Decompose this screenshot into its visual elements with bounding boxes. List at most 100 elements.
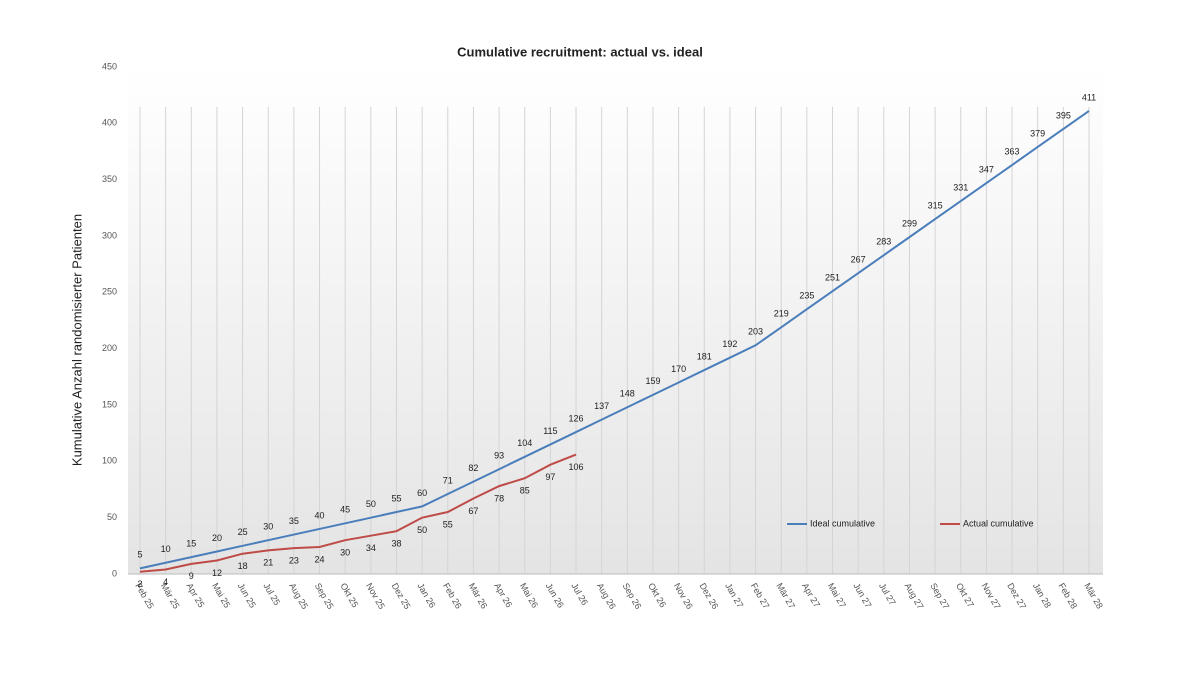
data-label: 106 <box>569 462 584 472</box>
data-label: 18 <box>238 561 248 571</box>
data-label: 15 <box>186 538 196 548</box>
data-label: 9 <box>189 571 194 581</box>
data-label: 395 <box>1056 110 1071 120</box>
data-label: 78 <box>494 493 504 503</box>
data-label: 192 <box>722 339 737 349</box>
chart-title: Cumulative recruitment: actual vs. ideal <box>457 44 703 59</box>
data-label: 67 <box>468 506 478 516</box>
x-tick-label: Dez 26 <box>697 581 720 611</box>
x-tick-label: Sep 25 <box>313 581 336 611</box>
data-label: 60 <box>417 488 427 498</box>
y-tick-label: 200 <box>102 343 117 353</box>
x-tick-label: Jun 27 <box>851 581 873 609</box>
x-tick-label: Okt 26 <box>646 581 668 609</box>
data-label: 85 <box>520 486 530 496</box>
data-label: 235 <box>799 291 814 301</box>
x-tick-label: Jan 28 <box>1031 581 1053 609</box>
data-label: 299 <box>902 219 917 229</box>
data-label: 4 <box>163 577 168 587</box>
x-tick-label: Aug 27 <box>903 581 926 611</box>
x-tick-label: Aug 25 <box>287 581 310 611</box>
line <box>139 110 1090 570</box>
x-tick-label: Feb 26 <box>441 581 464 610</box>
data-label: 55 <box>443 519 453 529</box>
data-label: 104 <box>517 438 532 448</box>
data-label: 97 <box>545 472 555 482</box>
data-label: 21 <box>263 558 273 568</box>
data-label: 148 <box>620 389 635 399</box>
data-label: 12 <box>212 568 222 578</box>
data-label: 347 <box>979 164 994 174</box>
x-tick-label: Mär 28 <box>1082 581 1105 610</box>
data-label: 55 <box>391 493 401 503</box>
x-tick-label: Mai 25 <box>210 581 232 609</box>
y-axis-label: Kumulative Anzahl randomisierter Patient… <box>69 214 84 466</box>
x-tick-label: Feb 27 <box>749 581 772 610</box>
data-label: 181 <box>697 351 712 361</box>
data-label: 219 <box>774 309 789 319</box>
data-label: 170 <box>671 364 686 374</box>
y-tick-label: 250 <box>102 287 117 297</box>
data-label: 24 <box>315 554 325 564</box>
x-tick-label: Mär 27 <box>774 581 797 610</box>
x-tick-label: Jul 25 <box>261 581 282 607</box>
x-tick-label: Jul 26 <box>569 581 590 607</box>
data-label: 267 <box>851 255 866 265</box>
data-label: 115 <box>543 426 557 436</box>
x-tick-label: Apr 25 <box>185 581 207 609</box>
x-tick-label: Mai 27 <box>826 581 848 609</box>
y-tick-label: 450 <box>102 61 117 71</box>
x-tick-label: Apr 26 <box>492 581 514 609</box>
y-tick-label: 400 <box>102 118 117 128</box>
x-tick-label: Apr 27 <box>800 581 822 609</box>
data-label: 331 <box>953 182 968 192</box>
x-tick-label: Sep 27 <box>928 581 951 611</box>
data-label: 251 <box>825 273 840 283</box>
data-label: 159 <box>645 376 660 386</box>
data-label: 283 <box>876 237 891 247</box>
x-tick-label: Nov 27 <box>980 581 1003 611</box>
line <box>139 453 577 573</box>
legend-label: Ideal cumulative <box>810 518 875 528</box>
data-label: 38 <box>391 539 401 549</box>
data-label: 10 <box>161 544 171 554</box>
x-tick-label: Dez 27 <box>1005 581 1028 611</box>
data-label: 315 <box>928 200 943 210</box>
data-label: 2 <box>137 579 142 589</box>
data-label: 379 <box>1030 128 1045 138</box>
data-label: 23 <box>289 555 299 565</box>
y-tick-label: 0 <box>112 568 117 578</box>
data-label: 25 <box>238 527 248 537</box>
data-label: 20 <box>212 533 222 543</box>
x-tick-label: Jun 26 <box>544 581 566 609</box>
data-label: 203 <box>748 327 763 337</box>
data-label: 93 <box>494 451 504 461</box>
y-tick-label: 300 <box>102 230 117 240</box>
x-tick-label: Aug 26 <box>595 581 618 611</box>
x-tick-label: Nov 26 <box>672 581 695 611</box>
x-tick-label: Okt 27 <box>954 581 976 609</box>
data-label: 30 <box>263 522 273 532</box>
data-label: 45 <box>340 505 350 515</box>
data-label: 82 <box>468 463 478 473</box>
data-label: 34 <box>366 543 376 553</box>
data-label: 126 <box>569 413 584 423</box>
y-tick-label: 150 <box>102 399 117 409</box>
data-label: 50 <box>366 499 376 509</box>
data-label: 35 <box>289 516 299 526</box>
x-tick-label: Dez 25 <box>390 581 413 611</box>
data-label: 411 <box>1082 92 1096 102</box>
x-tick-label: Okt 25 <box>338 581 360 609</box>
y-tick-label: 50 <box>107 512 117 522</box>
plot-background <box>128 67 1103 574</box>
x-tick-label: Nov 25 <box>364 581 387 611</box>
legend-label: Actual cumulative <box>963 518 1034 528</box>
data-label: 71 <box>443 475 453 485</box>
x-tick-label: Jun 25 <box>236 581 258 609</box>
x-tick-label: Sep 26 <box>621 581 644 611</box>
x-tick-label: Feb 28 <box>1057 581 1080 610</box>
x-tick-label: Mai 26 <box>518 581 540 609</box>
x-tick-label: Jul 27 <box>877 581 898 607</box>
data-label: 30 <box>340 548 350 558</box>
